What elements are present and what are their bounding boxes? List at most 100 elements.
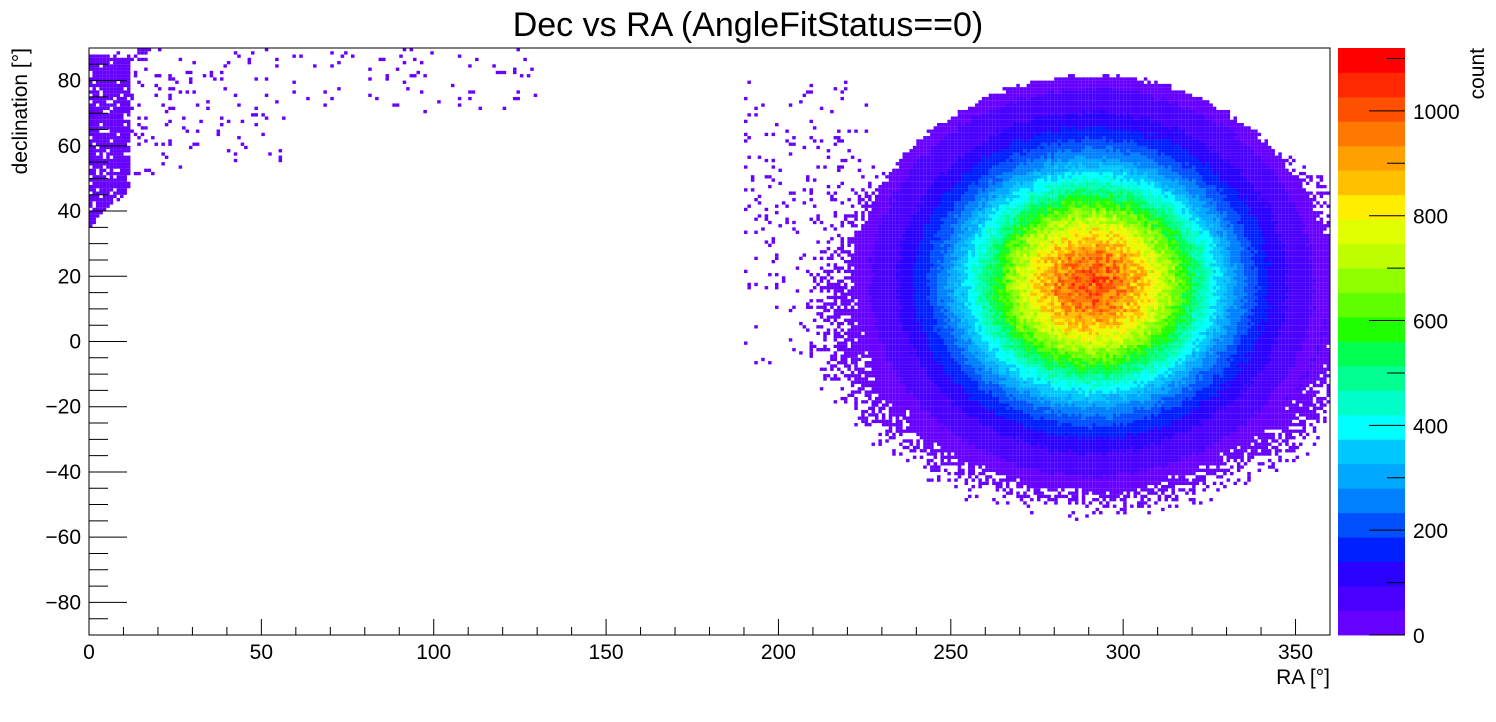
- heatmap-cell: [847, 351, 851, 355]
- heatmap-cell: [981, 400, 986, 404]
- heatmap-cell: [1233, 442, 1237, 446]
- heatmap-cell: [930, 377, 934, 381]
- heatmap-cell: [937, 400, 941, 404]
- heatmap-cell: [899, 380, 903, 384]
- heatmap-cell: [1081, 396, 1086, 401]
- heatmap-cell: [1088, 416, 1093, 420]
- heatmap-cell: [1088, 465, 1093, 469]
- heatmap-cell: [995, 357, 1000, 362]
- heatmap-cell: [1061, 468, 1065, 472]
- heatmap-cell: [930, 409, 934, 414]
- heatmap-cell: [1295, 390, 1300, 394]
- heatmap-cell: [1092, 409, 1096, 414]
- heatmap-cell: [1036, 416, 1041, 420]
- heatmap-cell: [1240, 351, 1244, 355]
- heatmap-cell: [1240, 445, 1244, 450]
- heatmap-cell: [940, 361, 944, 365]
- heatmap-cell: [1026, 406, 1031, 411]
- heatmap-cell: [1119, 475, 1124, 479]
- heatmap-cell: [1202, 351, 1206, 355]
- heatmap-cell: [995, 413, 1000, 417]
- heatmap-cell: [833, 364, 838, 368]
- heatmap-cell: [1040, 370, 1044, 375]
- heatmap-cell: [1233, 423, 1237, 427]
- heatmap-cell: [1271, 374, 1275, 378]
- heatmap-cell: [1023, 400, 1027, 404]
- heatmap-cell: [1099, 374, 1103, 378]
- heatmap-cell: [1185, 419, 1189, 424]
- heatmap-cell: [1057, 351, 1062, 355]
- heatmap-cell: [1150, 488, 1155, 492]
- heatmap-cell: [1071, 396, 1075, 401]
- heatmap-cell: [1002, 374, 1007, 378]
- heatmap-cell: [1057, 396, 1062, 401]
- heatmap-cell: [1216, 367, 1220, 371]
- heatmap-cell: [1016, 364, 1020, 368]
- heatmap-cell: [999, 367, 1003, 371]
- heatmap-cell: [957, 442, 962, 446]
- heatmap-cell: [1030, 351, 1034, 355]
- heatmap-cell: [1033, 409, 1038, 414]
- heatmap-cell: [1088, 390, 1093, 394]
- heatmap-cell: [1119, 507, 1124, 512]
- heatmap-cell: [940, 374, 944, 378]
- heatmap-cell: [1057, 403, 1062, 407]
- heatmap-cell: [1105, 429, 1110, 433]
- heatmap-cell: [919, 370, 924, 375]
- heatmap-cell: [1247, 452, 1251, 456]
- heatmap-cell: [1092, 481, 1096, 486]
- heatmap-cell: [1209, 357, 1213, 362]
- heatmap-cell: [1050, 462, 1055, 466]
- heatmap-cell: [1188, 426, 1193, 430]
- heatmap-cell: [1209, 416, 1213, 420]
- heatmap-cell: [999, 396, 1003, 401]
- heatmap-cell: [937, 354, 941, 358]
- heatmap-cell: [1112, 351, 1117, 355]
- heatmap-cell: [916, 432, 920, 437]
- heatmap-cell: [1088, 471, 1093, 476]
- heatmap-cell: [971, 465, 975, 469]
- heatmap-cell: [988, 449, 993, 453]
- heatmap-cell: [1085, 455, 1089, 459]
- heatmap-cell: [885, 370, 889, 375]
- heatmap-cell: [1150, 432, 1155, 437]
- heatmap-cell: [1116, 400, 1120, 404]
- heatmap-cell: [992, 449, 996, 453]
- heatmap-cell: [947, 374, 951, 378]
- heatmap-cell: [1043, 462, 1048, 466]
- heatmap-cell: [833, 354, 838, 358]
- heatmap-cell: [1267, 452, 1272, 456]
- heatmap-cell: [1133, 494, 1138, 499]
- heatmap-cell: [1150, 462, 1155, 466]
- heatmap-cell: [1061, 403, 1065, 407]
- heatmap-cell: [968, 432, 972, 437]
- heatmap-cell: [1040, 409, 1044, 414]
- heatmap-cell: [981, 390, 986, 394]
- heatmap-cell: [1078, 419, 1082, 424]
- heatmap-cell: [930, 354, 934, 358]
- heatmap-cell: [1147, 455, 1151, 459]
- heatmap-cell: [1302, 403, 1306, 407]
- heatmap-cell: [1126, 367, 1131, 371]
- heatmap-cell: [1119, 442, 1124, 446]
- heatmap-cell: [961, 413, 965, 417]
- heatmap-cell: [957, 380, 962, 384]
- heatmap-cell: [992, 442, 996, 446]
- heatmap-cell: [1274, 367, 1279, 371]
- heatmap-cell: [1223, 471, 1227, 476]
- heatmap-cell: [1178, 432, 1182, 437]
- heatmap-cell: [1133, 406, 1138, 411]
- heatmap-cell: [912, 354, 917, 358]
- heatmap-cell: [1195, 436, 1200, 440]
- heatmap-cell: [978, 429, 982, 433]
- heatmap-cell: [1226, 445, 1231, 450]
- heatmap-cell: [881, 387, 886, 391]
- heatmap-cell: [1271, 400, 1275, 404]
- heatmap-cell: [1088, 442, 1093, 446]
- heatmap-cell: [1095, 426, 1100, 430]
- heatmap-cell: [1199, 455, 1203, 459]
- heatmap-cell: [1288, 390, 1293, 394]
- heatmap-cell: [1233, 367, 1237, 371]
- heatmap-cell: [1326, 354, 1331, 358]
- heatmap-cell: [1316, 377, 1320, 381]
